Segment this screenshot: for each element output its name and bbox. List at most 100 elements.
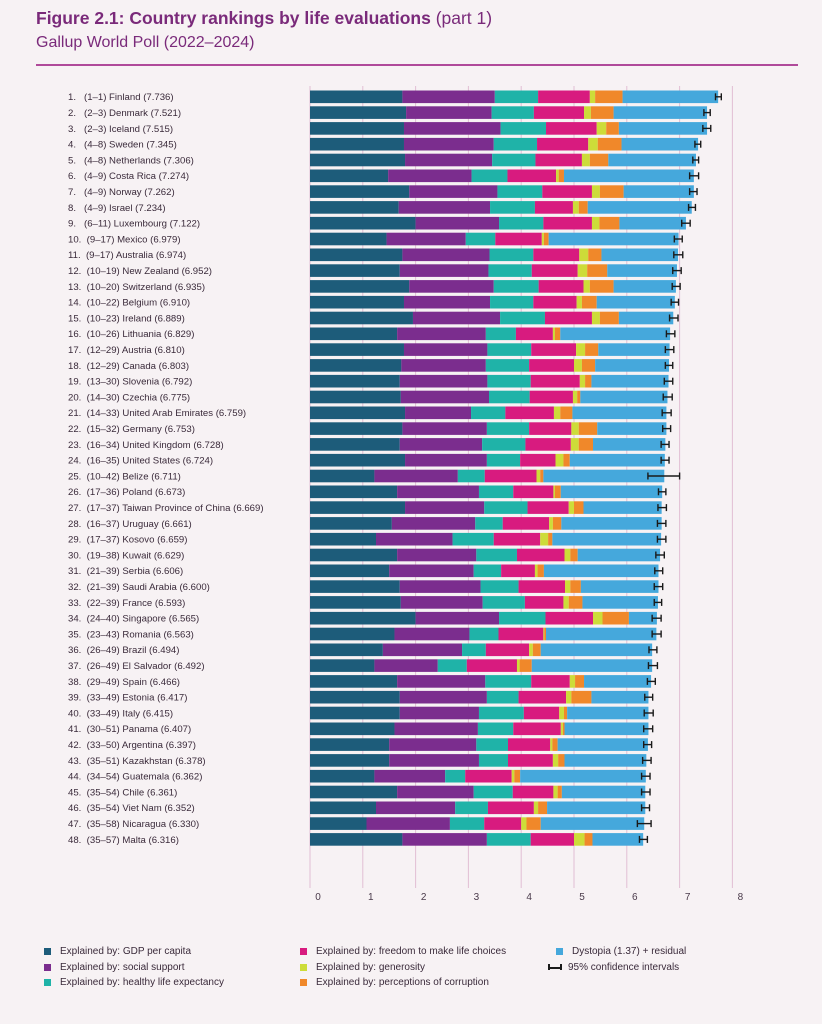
- bar-segment-social-support: [366, 817, 450, 830]
- bar-segment-corruption: [532, 643, 541, 657]
- bar-segment-gdp: [310, 643, 383, 657]
- bar-segment-life-expectancy: [500, 122, 547, 135]
- legend-item-life-expectancy: Explained by: healthy life expectancy: [44, 977, 224, 988]
- bar-segment-freedom: [544, 311, 592, 325]
- row-label: 19. (13–30) Slovenia (6.792): [68, 377, 192, 388]
- x-tick-label: 5: [579, 892, 585, 903]
- bar-segment-life-expectancy: [487, 374, 531, 388]
- bar-segment-life-expectancy: [490, 295, 534, 309]
- bar-segment-social-support: [391, 517, 476, 530]
- bar-segment-dystopia: [564, 754, 647, 767]
- bar-segment-life-expectancy: [478, 706, 524, 720]
- bar-segment-gdp: [310, 611, 416, 625]
- bar-segment-dystopia: [618, 311, 674, 325]
- bar-segment-corruption: [558, 754, 565, 767]
- bar-segment-generosity: [571, 422, 579, 435]
- row-label: 13. (10–20) Switzerland (6.935): [68, 282, 205, 293]
- row-label: 4. (4–8) Sweden (7.345): [68, 140, 177, 151]
- bar-segment-dystopia: [621, 137, 699, 151]
- bar-segment-life-expectancy: [449, 817, 485, 830]
- bar-segment-gdp: [310, 517, 392, 530]
- bar-segment-dystopia: [596, 295, 675, 309]
- bar-segment-gdp: [310, 216, 416, 230]
- legend-swatch-social-support: [44, 964, 51, 971]
- bar-segment-dystopia: [557, 738, 648, 751]
- bar-segment-corruption: [589, 280, 614, 293]
- row-label: 26. (17–36) Poland (6.673): [68, 487, 185, 498]
- bar-segment-generosity: [577, 264, 588, 277]
- bar-segment-corruption: [589, 153, 609, 167]
- bar-segment-generosity: [591, 311, 600, 325]
- bar-segment-social-support: [415, 216, 500, 230]
- row-label: 27. (17–37) Taiwan Province of China (6.…: [68, 503, 264, 514]
- bar-segment-generosity: [521, 817, 527, 830]
- bar-segment-life-expectancy: [480, 580, 519, 593]
- bar-segment-dystopia: [531, 659, 653, 672]
- page-title: Figure 2.1: Country rankings by life eva…: [36, 8, 492, 29]
- bar-segment-freedom: [501, 564, 535, 578]
- ci-bar-icon: [548, 963, 562, 972]
- bar-segment-corruption: [574, 501, 584, 514]
- row-label: 36. (26–49) Brazil (6.494): [68, 645, 179, 656]
- bar-segment-life-expectancy: [486, 690, 519, 704]
- row-label: 2. (2–3) Denmark (7.521): [68, 108, 181, 119]
- bar-segment-dystopia: [563, 169, 694, 183]
- bar-segment-corruption: [597, 137, 622, 151]
- bar-segment-corruption: [560, 406, 573, 420]
- row-label: 12. (10–19) New Zealand (6.952): [68, 266, 212, 277]
- bar-segment-gdp: [310, 264, 400, 277]
- bar-segment-freedom: [538, 280, 584, 293]
- bar-segment-gdp: [310, 122, 404, 135]
- bar-segment-social-support: [399, 580, 481, 593]
- bar-segment-dystopia: [587, 201, 692, 214]
- bar-segment-freedom: [529, 390, 573, 404]
- bar-segment-corruption: [581, 359, 596, 372]
- row-label: 7. (4–9) Norway (7.262): [68, 187, 175, 198]
- x-tick-label: 1: [368, 892, 374, 903]
- bar-segment-social-support: [376, 532, 453, 546]
- bar-segment-freedom: [507, 169, 557, 183]
- bar-segment-life-expectancy: [484, 501, 528, 514]
- row-label: 11. (9–17) Australia (6.974): [68, 250, 186, 261]
- legend-item-corruption: Explained by: perceptions of corruption: [300, 977, 489, 988]
- bar-segment-social-support: [399, 374, 488, 388]
- bar-segment-social-support: [374, 469, 458, 483]
- row-label: 14. (10–22) Belgium (6.910): [68, 298, 190, 309]
- bar-segment-life-expectancy: [493, 137, 538, 151]
- row-label: 34. (24–40) Singapore (6.565): [68, 614, 199, 625]
- bar-segment-corruption: [575, 675, 585, 688]
- bar-segment-dystopia: [597, 422, 667, 435]
- bar-segment-generosity: [516, 659, 520, 672]
- bar-segment-corruption: [543, 232, 549, 246]
- bar-segment-social-support: [409, 185, 498, 198]
- bar-segment-dystopia: [584, 675, 652, 688]
- bar-segment-gdp: [310, 801, 376, 815]
- bar-segment-corruption: [554, 485, 561, 499]
- x-tick-label: 6: [632, 892, 638, 903]
- row-label: 47. (35–58) Nicaragua (6.330): [68, 819, 199, 830]
- bar-segment-freedom: [546, 122, 597, 135]
- bar-segment-life-expectancy: [500, 311, 545, 325]
- bar-segment-freedom: [518, 580, 566, 593]
- bar-segment-gdp: [310, 722, 395, 736]
- bar-segment-gdp: [310, 374, 400, 388]
- bar-segment-life-expectancy: [471, 406, 506, 420]
- bar-segment-gdp: [310, 201, 399, 214]
- bar-segment-generosity: [552, 327, 555, 341]
- bar-segment-social-support: [405, 153, 493, 167]
- row-label: 15. (10–23) Ireland (6.889): [68, 313, 185, 324]
- bar-segment-social-support: [397, 675, 486, 688]
- bar-segment-gdp: [310, 248, 403, 262]
- row-label: 35. (23–43) Romania (6.563): [68, 629, 194, 640]
- bar-segment-dystopia: [622, 90, 719, 104]
- bar-segment-freedom: [520, 453, 556, 467]
- chart-title: Figure 2.1: Country rankings by life eva…: [36, 8, 431, 28]
- row-label: 30. (19–38) Kuwait (6.629): [68, 550, 184, 561]
- bar-segment-corruption: [581, 295, 597, 309]
- row-label: 41. (30–51) Panama (6.407): [68, 724, 191, 735]
- bar-segment-gdp: [310, 580, 400, 593]
- bar-segment-freedom: [531, 264, 578, 277]
- bar-segment-corruption: [519, 659, 532, 672]
- bar-segment-life-expectancy: [437, 659, 467, 672]
- bar-segment-dystopia: [540, 643, 653, 657]
